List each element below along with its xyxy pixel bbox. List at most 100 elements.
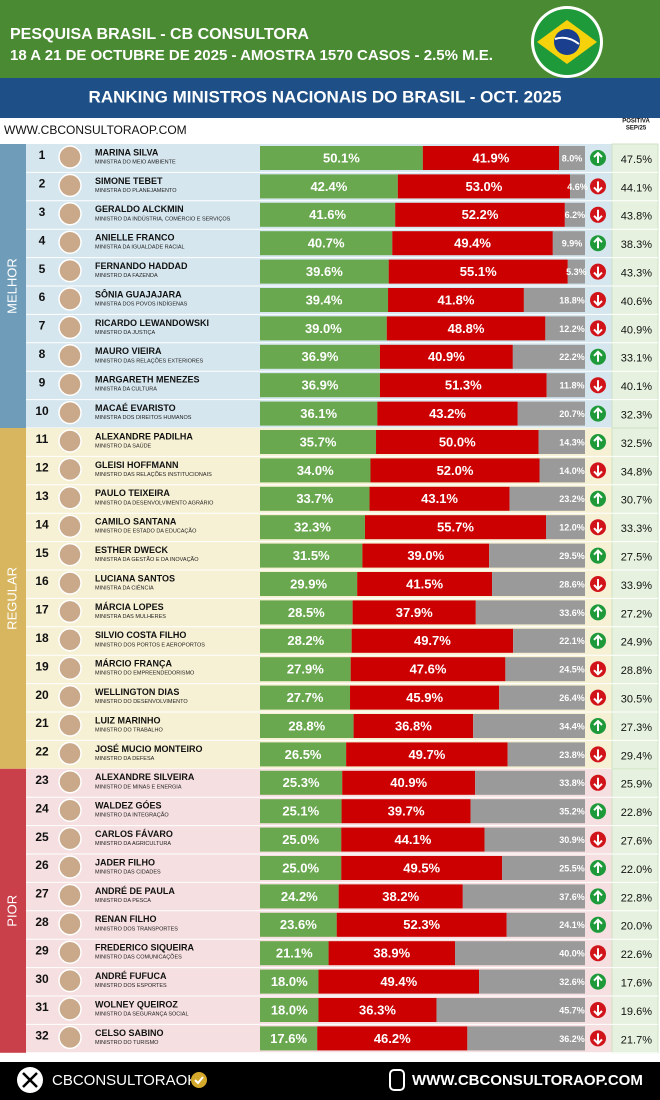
bar-other <box>436 998 585 1022</box>
role: MINISTRO DO DESENVOLVIMENTO <box>95 699 188 705</box>
bar-label-positive: 36.9% <box>302 349 339 364</box>
website: WWW.CBCONSULTORAOP.COM <box>4 123 187 137</box>
prev-value: 25.9% <box>621 779 652 791</box>
bar-label-negative: 53.0% <box>465 179 502 194</box>
photo <box>58 571 82 595</box>
name: JOSÉ MUCIO MONTEIRO <box>95 744 203 754</box>
bar-negative <box>386 316 546 341</box>
bar-other <box>570 174 585 199</box>
photo <box>58 741 82 766</box>
prev-value: 27.6% <box>621 836 652 848</box>
bar-other <box>545 316 585 341</box>
bar-label-positive: 25.3% <box>283 775 320 790</box>
role: MINISTRO DA SAÚDE <box>95 442 152 449</box>
name: ESTHER DWECK <box>95 545 169 555</box>
bar-negative <box>395 202 565 227</box>
role: MINISTRO DE MINAS E ENERGIA <box>95 784 182 790</box>
bar-positive <box>260 458 371 483</box>
bar-other <box>455 941 585 966</box>
photo <box>58 145 82 169</box>
photo <box>58 684 82 709</box>
bar-label-positive: 39.0% <box>305 321 342 336</box>
rank: 29 <box>35 943 49 957</box>
row: 32 CELSO SABINO MINISTRO DO TURISMO 17.6% 46… <box>26 1025 658 1054</box>
name: WALDEZ GÓES <box>95 800 162 811</box>
bar-label-positive: 18.0% <box>271 974 308 989</box>
rank: 31 <box>35 1000 49 1014</box>
bar-label-other: 28.6% <box>559 579 585 589</box>
bar-label-positive: 32.3% <box>294 520 331 535</box>
role: MINISTRO DO EMPREENDEDORISMO <box>95 671 195 677</box>
flag <box>531 6 603 78</box>
rank: 20 <box>35 688 49 702</box>
rank: 12 <box>35 461 49 475</box>
bar-positive <box>260 543 363 568</box>
role: MINISTRO DOS PORTOS E AEROPORTOS <box>95 642 205 648</box>
role: MINISTRO DA DESENVOLVIMENTO AGRÁRIO <box>95 499 214 506</box>
photo <box>58 1025 82 1050</box>
role: MINISTRO DO TURISMO <box>95 1040 159 1046</box>
trend-arrow <box>593 605 603 618</box>
bar-label-positive: 36.9% <box>302 378 339 393</box>
bar-negative <box>346 742 508 767</box>
bar-other <box>507 742 585 767</box>
bar-negative <box>379 373 547 398</box>
bar-label-other: 12.0% <box>559 523 585 533</box>
bar-label-positive: 42.4% <box>310 179 347 194</box>
bar-negative <box>388 259 568 284</box>
role: MINISTRO DAS COMUNICAÇÕES <box>95 954 182 961</box>
bar-label-positive: 36.1% <box>300 406 337 421</box>
photo <box>58 855 82 879</box>
trend-arrow <box>593 465 603 477</box>
trend-arrow <box>593 749 603 761</box>
bar-other <box>470 799 585 824</box>
bar-label-other: 9.9% <box>562 239 583 249</box>
name: GLEISI HOFFMANN <box>95 460 179 470</box>
bar-label-other: 14.0% <box>559 466 585 476</box>
bar-label-positive: 50.1% <box>323 150 360 165</box>
bar-negative <box>422 146 559 170</box>
row: 19 MÁRCIO FRANÇA MINISTRO DO EMPREENDEDORI… <box>26 656 658 685</box>
bar-positive <box>260 486 370 511</box>
prev-value: 28.8% <box>621 665 652 677</box>
bar-other <box>546 373 585 398</box>
bar-positive <box>260 770 343 795</box>
rank: 22 <box>35 745 49 759</box>
bar-label-other: 18.8% <box>559 295 585 305</box>
footer-band <box>0 1062 660 1100</box>
trend-arrow <box>593 236 603 249</box>
photo <box>58 542 82 567</box>
bar-label-positive: 41.6% <box>309 207 346 222</box>
photo <box>58 372 82 396</box>
bar-label-positive: 35.7% <box>300 434 337 449</box>
photo <box>58 230 82 254</box>
bar-other <box>559 146 585 170</box>
row: 17 MÁRCIA LOPES MINISTRA DAS MULHERES 28.5%… <box>26 599 658 628</box>
bar-label-other: 26.4% <box>559 693 585 703</box>
trend-arrow <box>593 1033 603 1045</box>
bar-label-other: 5.3% <box>566 267 587 277</box>
photo <box>58 968 82 993</box>
bar-label-other: 24.1% <box>559 920 585 930</box>
bar-label-negative: 48.8% <box>448 321 485 336</box>
bar-negative <box>350 657 506 682</box>
name: MACAÉ EVARISTO <box>95 403 176 413</box>
trend-arrow <box>593 209 603 222</box>
prev-value: 43.3% <box>621 268 652 280</box>
rank: 2 <box>39 177 46 191</box>
prev-value: 34.8% <box>621 466 652 478</box>
bar-label-other: 33.6% <box>559 608 585 618</box>
bar-label-other: 35.2% <box>559 807 585 817</box>
bar-label-negative: 41.8% <box>438 292 475 307</box>
bar-label-negative: 38.2% <box>382 889 419 904</box>
bar-positive <box>260 373 380 398</box>
bar-other <box>473 714 585 738</box>
bar-positive <box>260 742 347 767</box>
bar-label-positive: 21.1% <box>276 946 313 961</box>
